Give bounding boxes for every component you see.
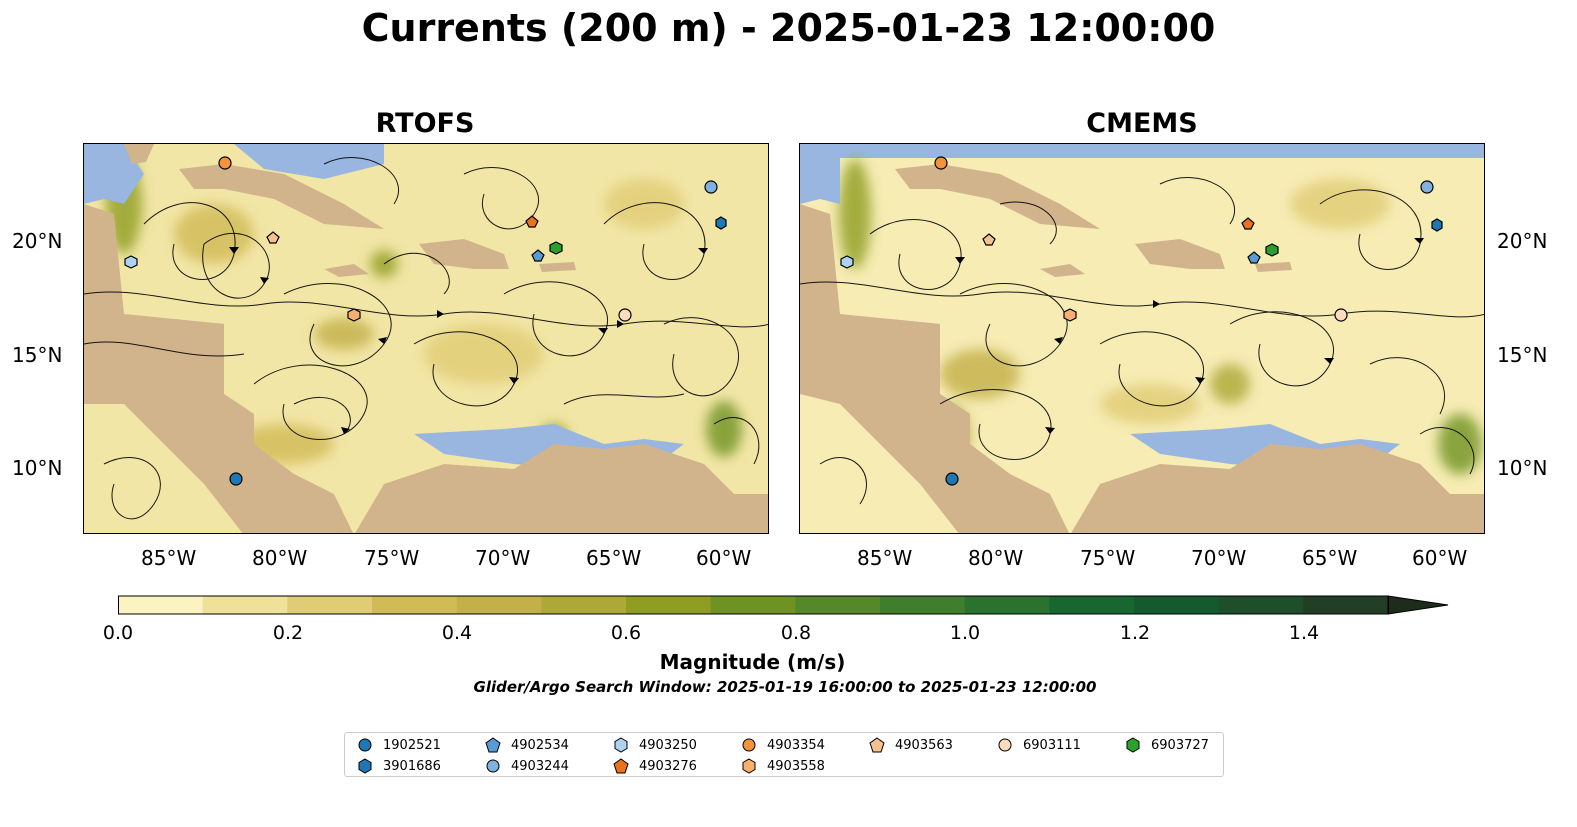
colorbar-cell [118, 596, 204, 614]
colorbar-cell [880, 596, 966, 614]
colorbar-cell [287, 596, 373, 614]
legend-item: 4902534 [485, 736, 569, 754]
legend-label: 4903250 [639, 737, 697, 753]
colorbar-label: Magnitude (m/s) [659, 650, 846, 674]
legend-label: 4902534 [511, 737, 569, 753]
lon-tick-label: 70°W [475, 546, 531, 570]
lat-tick-label: 15°N [1497, 343, 1548, 367]
colorbar-tick-label: 1.0 [949, 622, 981, 644]
colorbar-tick-label: 0.0 [102, 622, 134, 644]
colorbar-tick-label: 0.8 [780, 622, 812, 644]
colorbar [118, 595, 1449, 615]
lon-tick-label: 75°W [364, 546, 420, 570]
marker-hexagon-icon [358, 758, 372, 774]
legend-item: 4903276 [613, 757, 697, 775]
map-cmems[interactable] [799, 143, 1485, 534]
colorbar-cell [795, 596, 881, 614]
legend-label: 3901686 [383, 758, 441, 774]
colorbar-tick-label: 0.4 [441, 622, 473, 644]
colorbar-cell [456, 596, 542, 614]
legend-item: 6903111 [997, 736, 1081, 754]
marker-circle-icon [358, 738, 372, 752]
colorbar-cell [1049, 596, 1135, 614]
panel-title-rtofs: RTOFS [375, 108, 475, 139]
lat-tick-label: 15°N [12, 343, 63, 367]
legend-label: 4903276 [639, 758, 697, 774]
legend-label: 4903558 [767, 758, 825, 774]
legend-item: 4903250 [613, 736, 697, 754]
colorbar-tick-label: 0.6 [610, 622, 642, 644]
legend-label: 6903727 [1151, 737, 1209, 753]
marker-circle-icon [742, 738, 756, 752]
legend-item: 4903558 [741, 757, 825, 775]
legend-label: 6903111 [1023, 737, 1081, 753]
lat-tick-label: 10°N [12, 456, 63, 480]
lon-tick-label: 80°W [968, 546, 1024, 570]
legend-label: 1902521 [383, 737, 441, 753]
lat-tick-label: 20°N [1497, 229, 1548, 253]
legend-label: 4903244 [511, 758, 569, 774]
colorbar-cell [1218, 596, 1304, 614]
panel-title-cmems: CMEMS [1086, 108, 1198, 139]
colorbar-cell [964, 596, 1050, 614]
lon-tick-label: 80°W [252, 546, 308, 570]
colorbar-tick-label: 1.2 [1119, 622, 1151, 644]
lon-tick-label: 85°W [857, 546, 913, 570]
legend-item: 3901686 [357, 757, 441, 775]
colorbar-cell [710, 596, 796, 614]
legend-label: 4903563 [895, 737, 953, 753]
colorbar-cell [202, 596, 288, 614]
marker-hexagon-icon [742, 758, 756, 774]
marker-pentagon-icon [613, 758, 629, 774]
lon-tick-label: 65°W [586, 546, 642, 570]
colorbar-cell [1134, 596, 1220, 614]
legend-label: 4903354 [767, 737, 825, 753]
map-rtofs[interactable] [83, 143, 769, 534]
marker-hexagon-icon [1126, 737, 1140, 753]
colorbar-tick-label: 1.4 [1288, 622, 1320, 644]
figure-title: Currents (200 m) - 2025-01-23 12:00:00 [361, 6, 1216, 50]
legend-item: 6903727 [1125, 736, 1209, 754]
lon-tick-label: 75°W [1080, 546, 1136, 570]
marker-circle-icon [486, 759, 500, 773]
lon-tick-label: 60°W [1412, 546, 1468, 570]
colorbar-cell [541, 596, 627, 614]
lat-tick-label: 20°N [12, 229, 63, 253]
lon-tick-label: 70°W [1191, 546, 1247, 570]
marker-hexagon-icon [614, 737, 628, 753]
legend-item: 4903563 [869, 736, 953, 754]
marker-pentagon-icon [485, 737, 501, 753]
marker-circle-icon [998, 738, 1012, 752]
legend: 1902521 3901686 4902534 4903244 4903250 … [344, 732, 1224, 777]
colorbar-cell [372, 596, 458, 614]
legend-item: 1902521 [357, 736, 441, 754]
legend-item: 4903354 [741, 736, 825, 754]
search-window-text: Glider/Argo Search Window: 2025-01-19 16… [473, 678, 1097, 696]
lon-tick-label: 65°W [1302, 546, 1358, 570]
legend-item: 4903244 [485, 757, 569, 775]
marker-pentagon-icon [869, 737, 885, 753]
lat-tick-label: 10°N [1497, 456, 1548, 480]
colorbar-cell [1303, 596, 1389, 614]
colorbar-cell [626, 596, 712, 614]
lon-tick-label: 85°W [141, 546, 197, 570]
colorbar-tick-label: 0.2 [272, 622, 304, 644]
lon-tick-label: 60°W [696, 546, 752, 570]
